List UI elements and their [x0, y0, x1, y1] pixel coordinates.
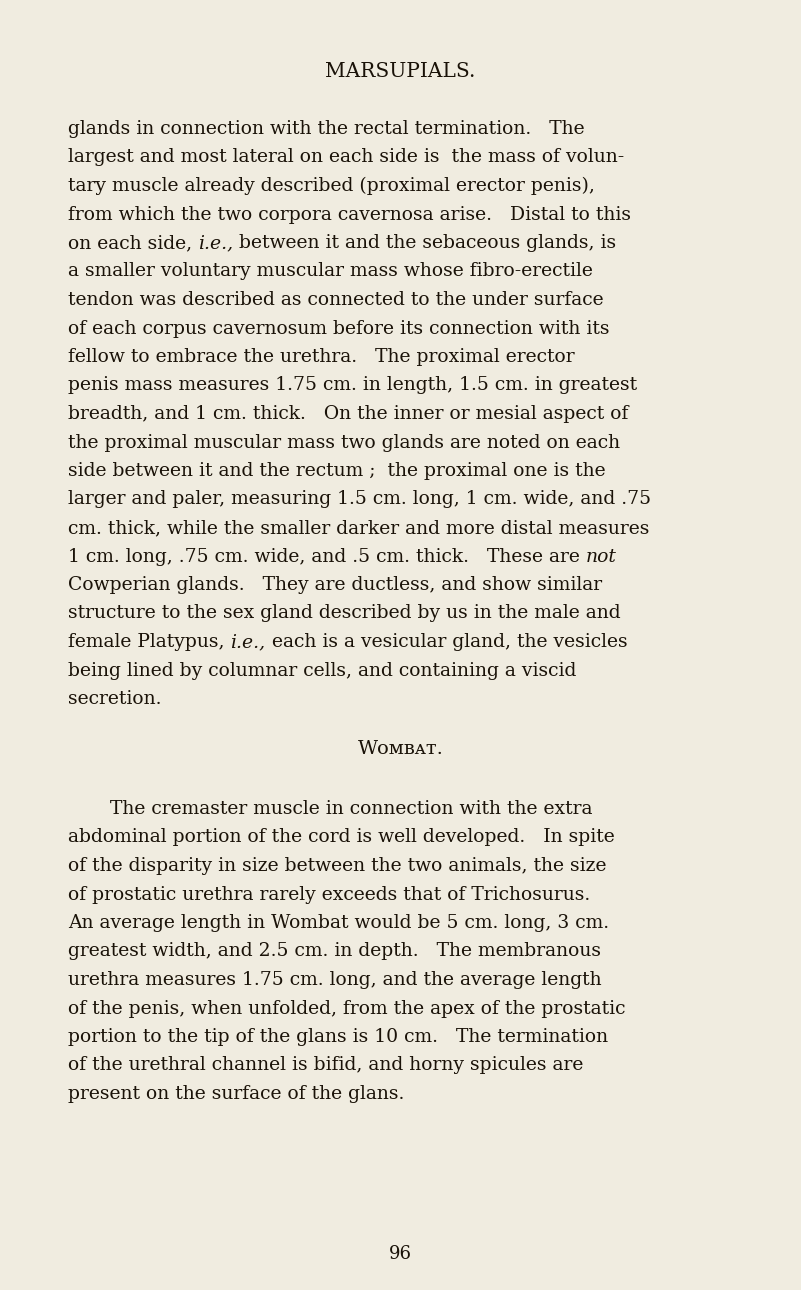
Text: present on the surface of the glans.: present on the surface of the glans. — [68, 1085, 405, 1103]
Text: i.e.,: i.e., — [231, 633, 266, 651]
Text: not: not — [586, 547, 617, 565]
Text: the proximal muscular mass two glands are noted on each: the proximal muscular mass two glands ar… — [68, 433, 620, 452]
Text: breadth, and 1 cm. thick.   On the inner or mesial aspect of: breadth, and 1 cm. thick. On the inner o… — [68, 405, 628, 423]
Text: 96: 96 — [389, 1245, 412, 1263]
Text: largest and most lateral on each side is  the mass of volun-: largest and most lateral on each side is… — [68, 148, 624, 166]
Text: being lined by columnar cells, and containing a viscid: being lined by columnar cells, and conta… — [68, 662, 577, 680]
Text: penis mass measures 1.75 cm. in length, 1.5 cm. in greatest: penis mass measures 1.75 cm. in length, … — [68, 377, 637, 395]
Text: fellow to embrace the urethra.   The proximal erector: fellow to embrace the urethra. The proxi… — [68, 348, 574, 366]
Text: portion to the tip of the glans is 10 cm.   The termination: portion to the tip of the glans is 10 cm… — [68, 1028, 608, 1046]
Text: from which the two corpora cavernosa arise.   Distal to this: from which the two corpora cavernosa ari… — [68, 205, 631, 223]
Text: of prostatic urethra rarely exceeds that of Trichosurus.: of prostatic urethra rarely exceeds that… — [68, 885, 590, 903]
Text: larger and paler, measuring 1.5 cm. long, 1 cm. wide, and .75: larger and paler, measuring 1.5 cm. long… — [68, 490, 651, 508]
Text: An average length in Wombat would be 5 cm. long, 3 cm.: An average length in Wombat would be 5 c… — [68, 915, 609, 931]
Text: cm. thick, while the smaller darker and more distal measures: cm. thick, while the smaller darker and … — [68, 519, 650, 537]
Text: of the disparity in size between the two animals, the size: of the disparity in size between the two… — [68, 857, 606, 875]
Text: i.e.,: i.e., — [198, 233, 233, 252]
Text: on each side,: on each side, — [68, 233, 198, 252]
Text: tendon was described as connected to the under surface: tendon was described as connected to the… — [68, 292, 604, 310]
Text: urethra measures 1.75 cm. long, and the average length: urethra measures 1.75 cm. long, and the … — [68, 971, 602, 989]
Text: female Platypus,: female Platypus, — [68, 633, 231, 651]
Text: Wᴏᴍʙᴀᴛ.: Wᴏᴍʙᴀᴛ. — [357, 740, 444, 759]
Text: each is a vesicular gland, the vesicles: each is a vesicular gland, the vesicles — [266, 633, 627, 651]
Text: structure to the sex gland described by us in the male and: structure to the sex gland described by … — [68, 605, 621, 623]
Text: of the urethral channel is bifid, and horny spicules are: of the urethral channel is bifid, and ho… — [68, 1057, 583, 1075]
Text: glands in connection with the rectal termination.   The: glands in connection with the rectal ter… — [68, 120, 585, 138]
Text: secretion.: secretion. — [68, 690, 162, 708]
Text: abdominal portion of the cord is well developed.   In spite: abdominal portion of the cord is well de… — [68, 828, 614, 846]
Text: Cowperian glands.   They are ductless, and show similar: Cowperian glands. They are ductless, and… — [68, 577, 602, 593]
Text: of each corpus cavernosum before its connection with its: of each corpus cavernosum before its con… — [68, 320, 610, 338]
Text: greatest width, and 2.5 cm. in depth.   The membranous: greatest width, and 2.5 cm. in depth. Th… — [68, 943, 601, 961]
Text: 1 cm. long, .75 cm. wide, and .5 cm. thick.   These are: 1 cm. long, .75 cm. wide, and .5 cm. thi… — [68, 547, 586, 565]
Text: side between it and the rectum ;  the proximal one is the: side between it and the rectum ; the pro… — [68, 462, 606, 480]
Text: tary muscle already described (proximal erector penis),: tary muscle already described (proximal … — [68, 177, 595, 195]
Text: MARSUPIALS.: MARSUPIALS. — [325, 62, 476, 81]
Text: a smaller voluntary muscular mass whose fibro-erectile: a smaller voluntary muscular mass whose … — [68, 262, 593, 280]
Text: between it and the sebaceous glands, is: between it and the sebaceous glands, is — [233, 233, 617, 252]
Text: of the penis, when unfolded, from the apex of the prostatic: of the penis, when unfolded, from the ap… — [68, 1000, 626, 1018]
Text: The cremaster muscle in connection with the extra: The cremaster muscle in connection with … — [110, 800, 593, 818]
